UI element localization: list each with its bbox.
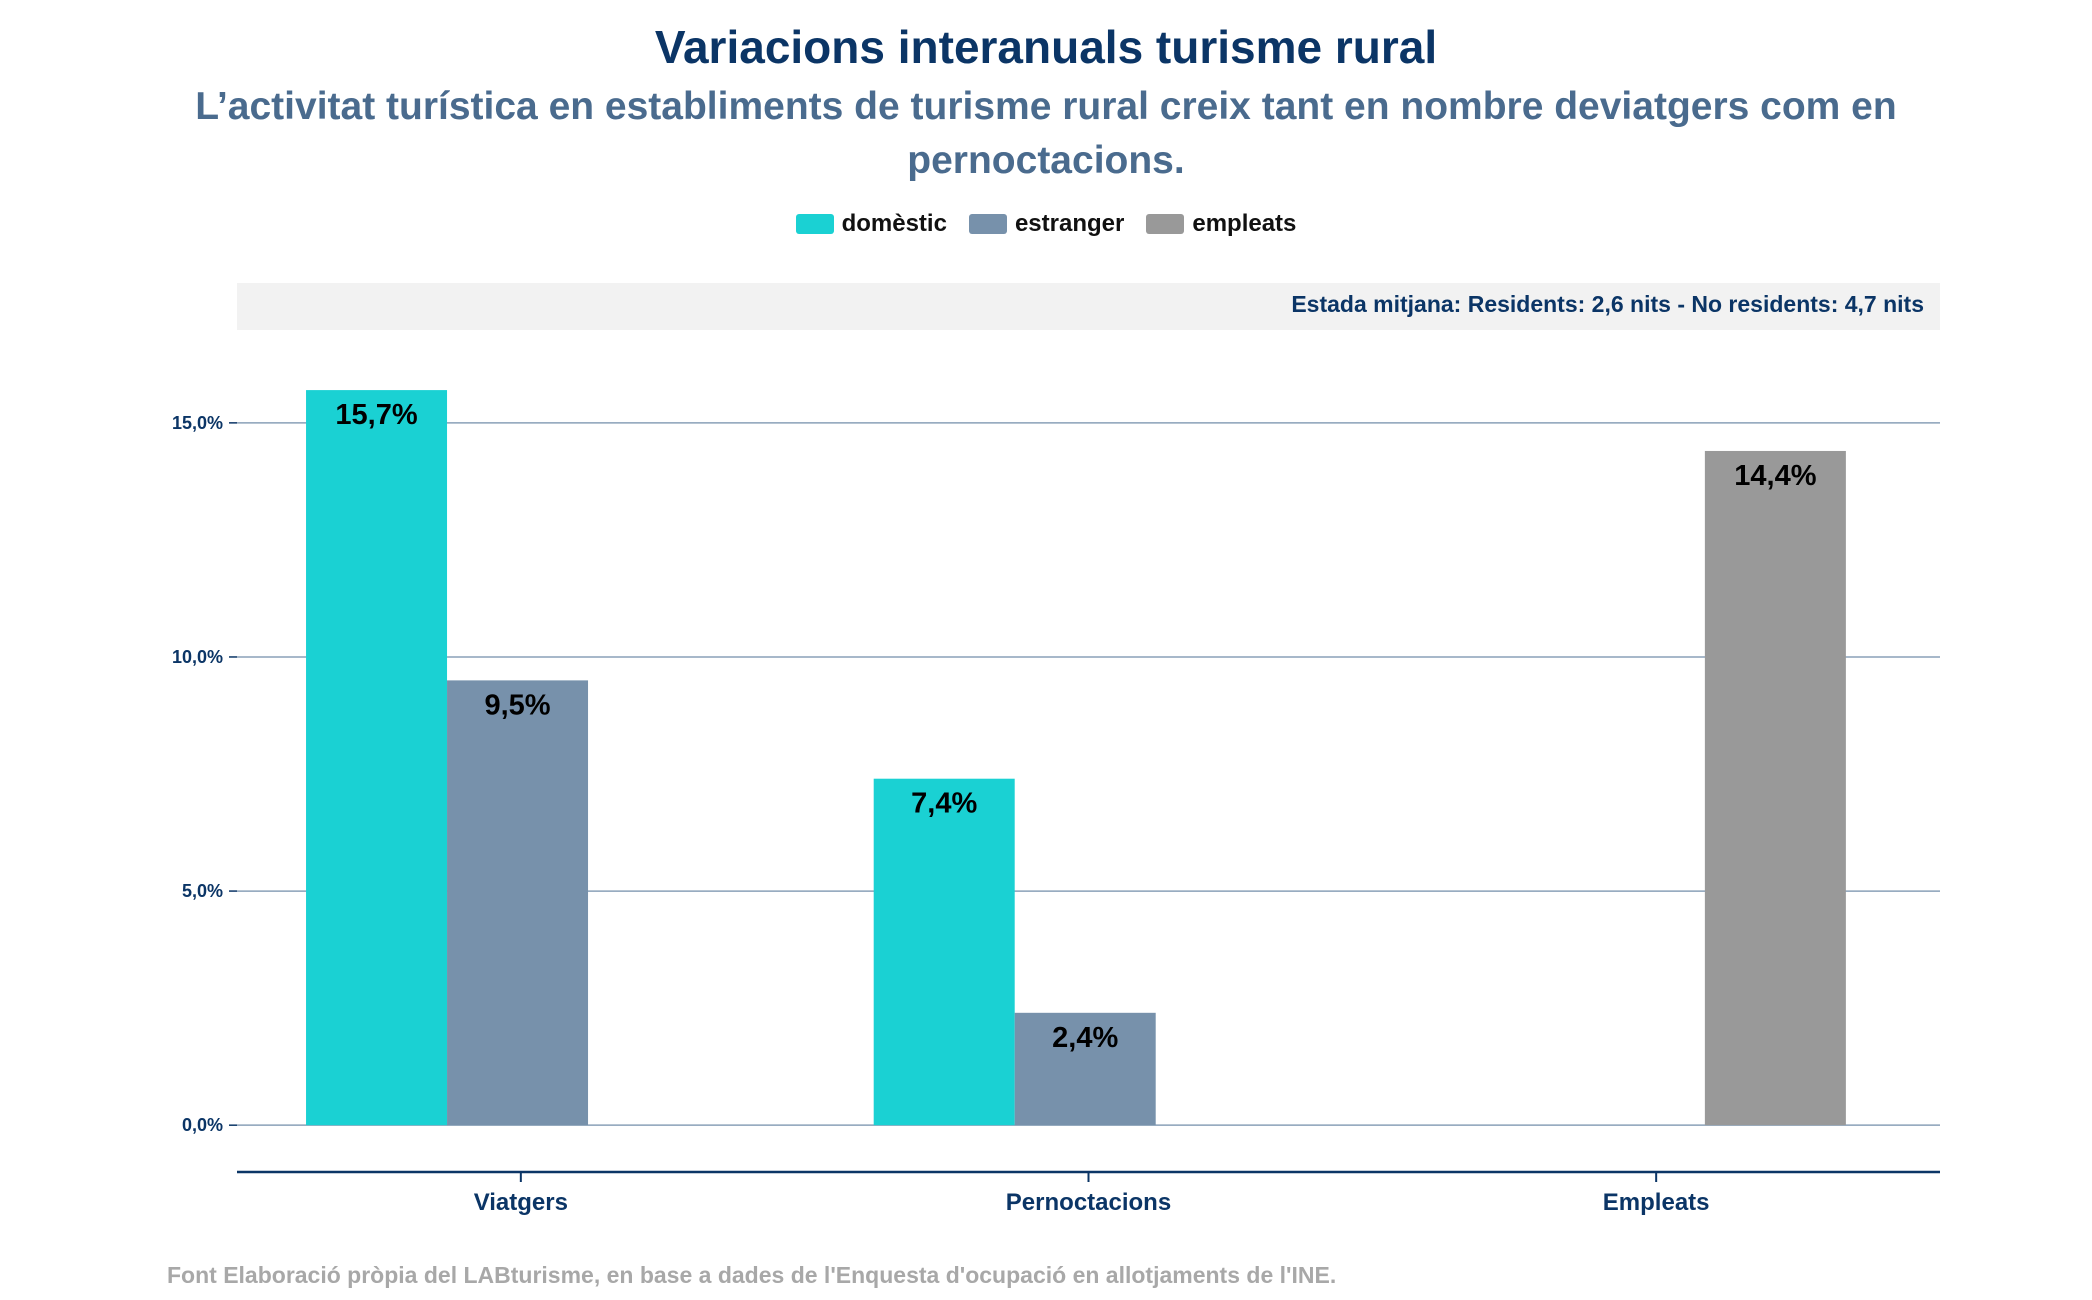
x-tick-label: Pernoctacions (1006, 1189, 1171, 1216)
legend-label-empleats: empleats (1192, 210, 1297, 237)
legend-swatch-empleats (1146, 214, 1185, 234)
legend-swatch-estranger (968, 214, 1007, 234)
data-label: 14,4% (1734, 460, 1816, 492)
y-tick-label: 15,0% (172, 413, 223, 433)
bar (306, 390, 448, 1126)
y-tick-label: 5,0% (182, 881, 223, 901)
bar (1704, 450, 1846, 1126)
bar (873, 778, 1015, 1126)
bar (447, 680, 589, 1126)
y-tick-label: 10,0% (172, 647, 223, 667)
x-tick-label: Viatgers (474, 1189, 568, 1216)
chart-title: Variacions interanuals turisme rural (654, 21, 1438, 73)
bar (1014, 1012, 1156, 1126)
source-note: Font Elaboració pròpia del LABturisme, e… (167, 1262, 1337, 1288)
legend-label-estranger: estranger (1014, 210, 1125, 237)
average-stay-note: Estada mitjana: Residents: 2,6 nits - No… (1291, 291, 1924, 317)
legend-item-empleats[interactable]: empleats (1146, 210, 1296, 238)
y-tick-label: 0,0% (182, 1115, 223, 1135)
legend-item-domestic[interactable]: domèstic (795, 210, 947, 238)
chart-subtitle: L’activitat turística en establiments de… (195, 85, 1897, 182)
data-label: 9,5% (484, 689, 550, 721)
data-label: 2,4% (1052, 1022, 1118, 1054)
x-tick-label: Empleats (1603, 1189, 1710, 1216)
data-label: 15,7% (335, 399, 417, 431)
data-label: 7,4% (911, 788, 977, 820)
note-band: Estada mitjana: Residents: 2,6 nits - No… (237, 283, 1940, 330)
legend-swatch-domestic (795, 214, 834, 234)
legend: domèstic estranger empleats (0, 210, 2092, 238)
legend-item-estranger[interactable]: estranger (968, 210, 1125, 238)
legend-label-domestic: domèstic (841, 210, 947, 237)
